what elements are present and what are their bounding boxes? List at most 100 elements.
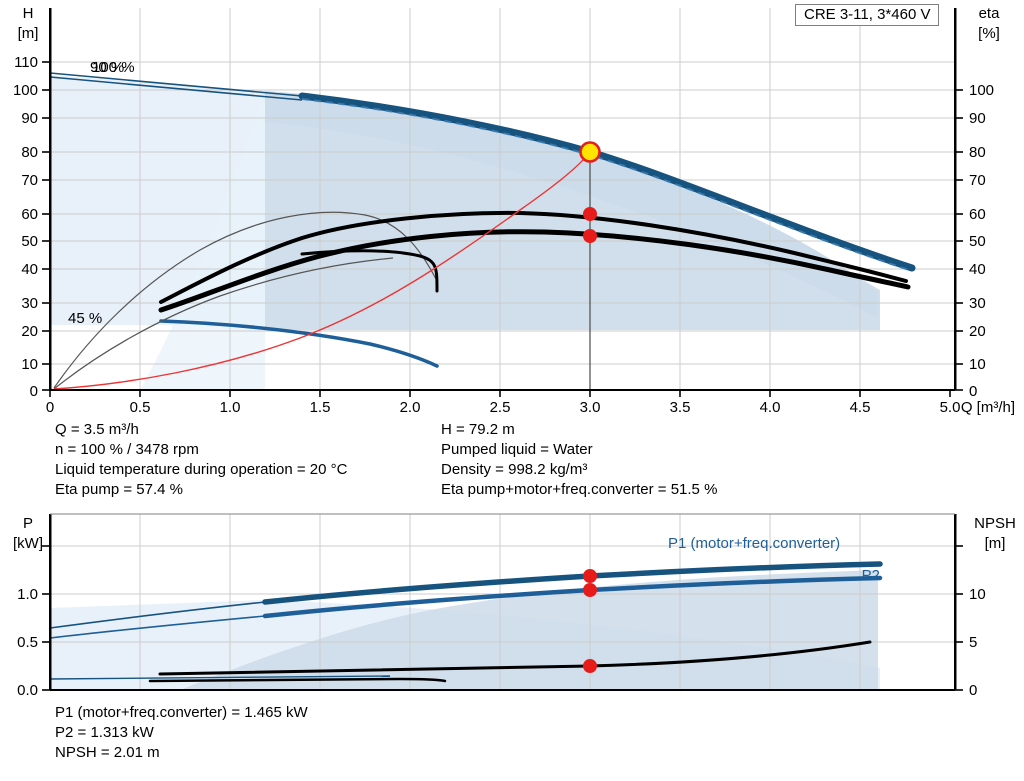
y-axis-left-bottom: 1.0 0.5 0.0 — [17, 545, 50, 698]
head-efficiency-chart: 110 100 90 80 70 60 50 40 30 20 10 0 100 — [13, 5, 1015, 415]
ytick-npsh-10: 10 — [969, 586, 986, 603]
ytick-left-20: 20 — [21, 323, 38, 340]
y-axis-left-title-p: P — [23, 515, 33, 532]
p2-duty-marker — [583, 583, 597, 597]
power-npsh-chart: 1.0 0.5 0.0 10 5 0 P [kW] NPSH [m] P1 (m… — [13, 513, 1016, 698]
operating-info-top: Q = 3.5 m³/h n = 100 % / 3478 rpm Liquid… — [55, 420, 1015, 505]
ytick-right-100: 100 — [969, 82, 994, 99]
ytick-left-70: 70 — [21, 172, 38, 189]
ytick-p-0-5: 0.5 — [17, 634, 38, 651]
info-flow: Q = 3.5 m³/h — [55, 421, 139, 438]
p1-curve-thin — [50, 601, 266, 629]
info-p2: P2 = 1.313 kW — [55, 724, 154, 741]
ytick-right-60: 60 — [969, 206, 986, 223]
ytick-left-110: 110 — [14, 54, 38, 71]
axes-bottom — [48, 513, 957, 691]
info-col-left: Q = 3.5 m³/h n = 100 % / 3478 rpm Liquid… — [55, 420, 347, 500]
y-axis-right-title-line2: [%] — [978, 25, 1000, 42]
power-envelope — [50, 570, 880, 690]
ytick-right-70: 70 — [969, 172, 986, 189]
duty-point-marker[interactable] — [579, 141, 601, 163]
info-head: H = 79.2 m — [441, 421, 515, 438]
ytick-right-20: 20 — [969, 323, 986, 340]
ytick-right-50: 50 — [969, 233, 986, 250]
eta-total-curve — [158, 229, 911, 313]
info-col-right: H = 79.2 m Pumped liquid = Water Density… — [441, 420, 717, 500]
ytick-left-60: 60 — [21, 206, 38, 223]
power-reduced-curve-thin — [50, 675, 391, 680]
ytick-left-40: 40 — [21, 261, 38, 278]
power-reduced-curve — [148, 677, 447, 683]
ytick-left-90: 90 — [21, 110, 38, 127]
ytick-p-1-0: 1.0 — [17, 586, 38, 603]
axes — [48, 8, 957, 391]
head-curve-thin-2 — [50, 76, 303, 101]
p2-curve-thin — [50, 615, 266, 639]
y-axis-left: 110 100 90 80 70 60 50 40 30 20 10 0 — [13, 54, 50, 400]
info-speed: n = 100 % / 3478 rpm — [55, 441, 199, 458]
annotation-45-percent: 45 % — [68, 310, 102, 327]
p2-curve-label: P2 — [862, 567, 880, 584]
eta-curve-thin-1 — [53, 211, 438, 389]
power-info-block: P1 (motor+freq.converter) = 1.465 kW P2 … — [55, 703, 1015, 763]
y-axis-right-title-m: [m] — [985, 535, 1006, 552]
x-axis-title: Q [m³/h] — [961, 399, 1015, 415]
info-eta-total: Eta pump+motor+freq.converter = 51.5 % — [441, 481, 718, 498]
y-axis-left-title-line2: [m] — [18, 25, 39, 42]
y-axis-left-title-line1: H — [23, 5, 34, 22]
ytick-npsh-0: 0 — [969, 682, 977, 698]
ytick-left-100: 100 — [13, 82, 38, 99]
info-pumped-liquid: Pumped liquid = Water — [441, 441, 593, 458]
info-npsh: NPSH = 2.01 m — [55, 744, 160, 761]
eta-marker-pump — [583, 207, 597, 221]
ytick-left-50: 50 — [21, 233, 38, 250]
ytick-left-30: 30 — [21, 295, 38, 312]
ytick-p-0-0: 0.0 — [17, 682, 38, 698]
p1-curve-label: P1 (motor+freq.converter) — [668, 535, 840, 552]
system-curve — [53, 151, 591, 390]
info-eta-pump: Eta pump = 57.4 % — [55, 481, 183, 498]
ytick-right-40: 40 — [969, 261, 986, 278]
xtick-2-0: 2.0 — [400, 399, 421, 415]
ytick-npsh-5: 5 — [969, 634, 977, 651]
npsh-duty-marker — [583, 659, 597, 673]
info-liquid-temp: Liquid temperature during operation = 20… — [55, 461, 348, 478]
xtick-4-5: 4.5 — [850, 399, 871, 415]
xtick-0: 0 — [46, 399, 54, 415]
ytick-left-0: 0 — [30, 383, 38, 400]
xtick-5-0: 5.0 — [940, 399, 961, 415]
model-title-box: CRE 3-11, 3*460 V — [795, 4, 940, 26]
eta-curve-thin-2 — [53, 257, 394, 390]
ytick-right-0: 0 — [969, 383, 977, 400]
ytick-right-80: 80 — [969, 144, 986, 161]
y-axis-right: 100 90 80 70 60 50 40 30 20 10 0 — [955, 82, 994, 400]
info-p1: P1 (motor+freq.converter) = 1.465 kW — [55, 704, 308, 721]
y-axis-left-title-kw: [kW] — [13, 535, 43, 552]
eta-pump-curve — [159, 210, 908, 304]
head-curve-thin — [50, 72, 303, 97]
operating-envelope — [50, 75, 880, 390]
ytick-left-10: 10 — [21, 356, 38, 373]
y-axis-right-title-npsh: NPSH — [974, 515, 1016, 532]
info-density: Density = 998.2 kg/m³ — [441, 461, 588, 478]
xtick-1-0: 1.0 — [220, 399, 241, 415]
ytick-right-10: 10 — [969, 356, 986, 373]
annotation-90-percent: 90 % — [90, 59, 124, 76]
ytick-right-90: 90 — [969, 110, 986, 127]
xtick-3-0: 3.0 — [580, 399, 601, 415]
y-axis-right-title-line1: eta — [979, 5, 1001, 22]
annotation-100-percent: 100 % — [92, 59, 135, 76]
ytick-right-30: 30 — [969, 295, 986, 312]
p1-duty-marker — [583, 569, 597, 583]
eta-marker-total — [583, 229, 597, 243]
xtick-3-5: 3.5 — [670, 399, 691, 415]
head-curve-45pct — [159, 319, 439, 368]
xtick-4-0: 4.0 — [760, 399, 781, 415]
xtick-1-5: 1.5 — [310, 399, 331, 415]
xtick-2-5: 2.5 — [490, 399, 511, 415]
ytick-left-80: 80 — [21, 144, 38, 161]
x-axis: 0 0.5 1.0 1.5 2.0 2.5 3.0 3.5 4.0 4.5 5.… — [46, 390, 1015, 415]
y-axis-right-bottom: 10 5 0 — [955, 545, 986, 698]
xtick-0-5: 0.5 — [130, 399, 151, 415]
